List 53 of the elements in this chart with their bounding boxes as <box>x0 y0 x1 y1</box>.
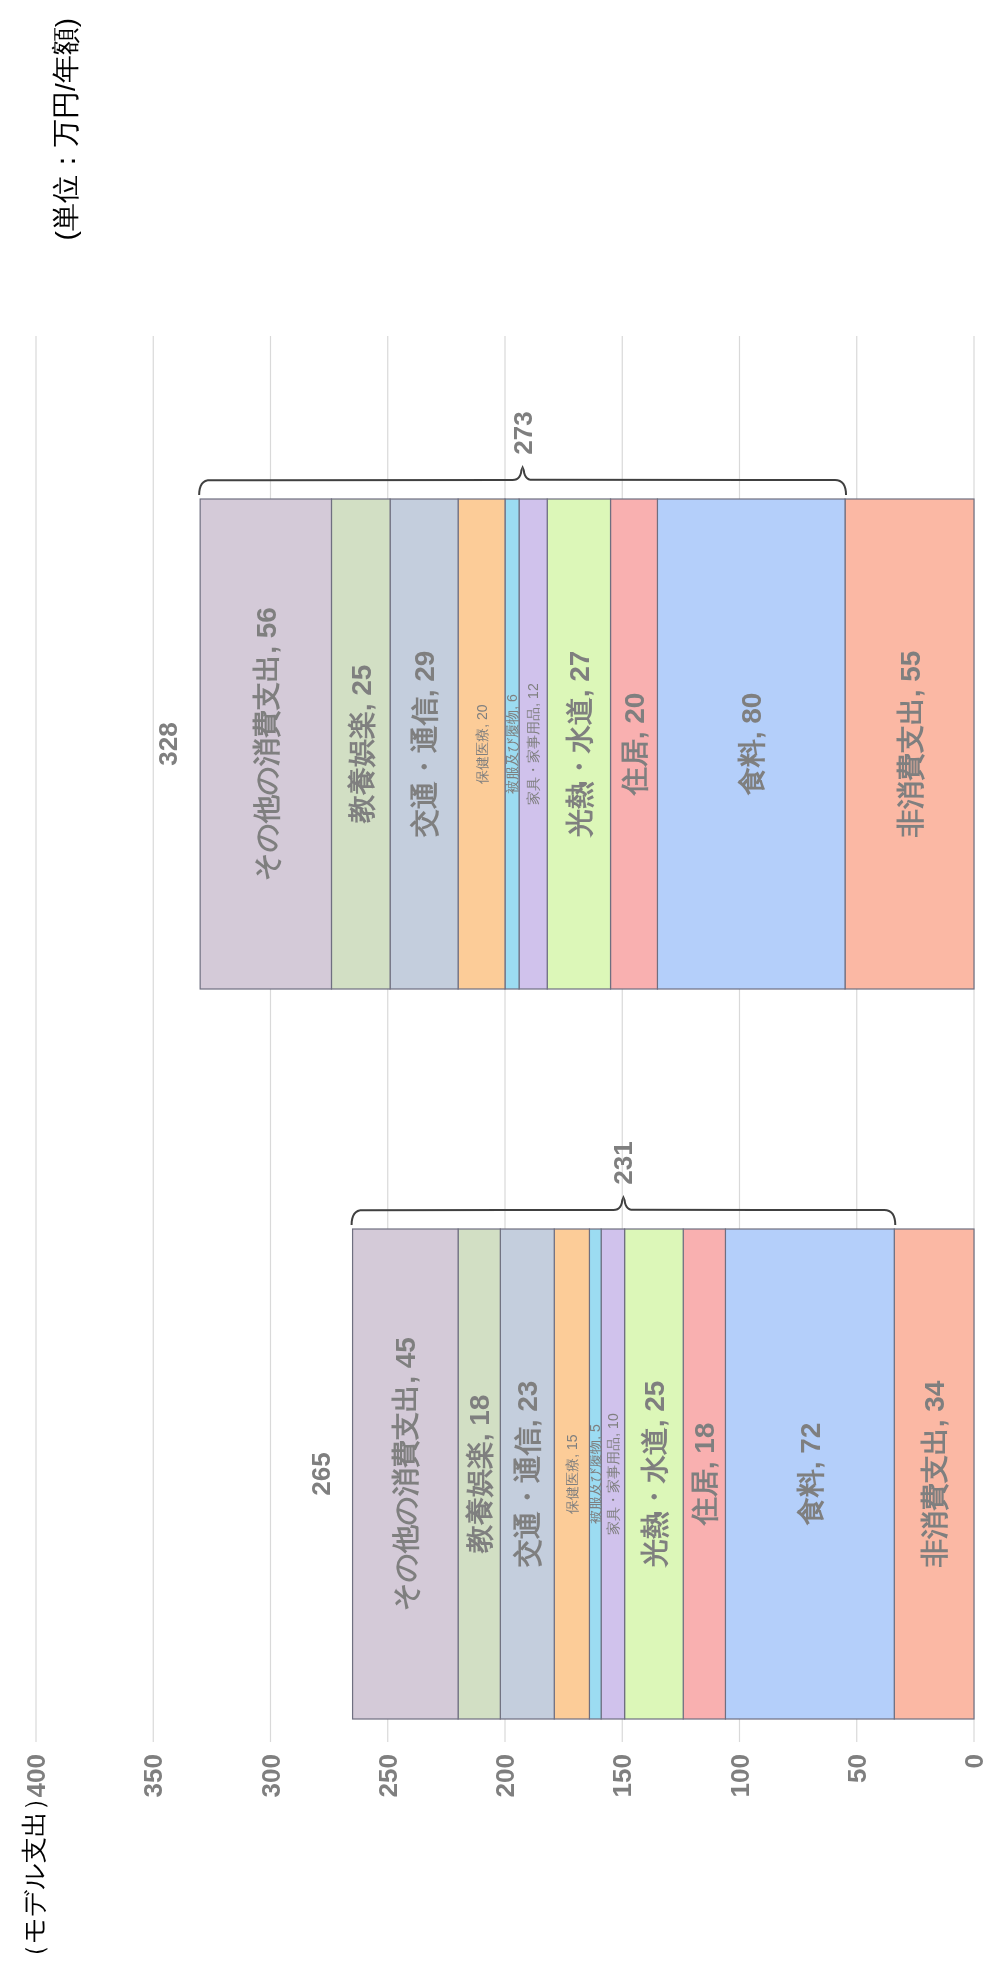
text: 光熱・水道 <box>563 697 595 838</box>
x-tick-label: 50 <box>841 1754 872 1783</box>
text: 家具・家事用品 <box>525 706 542 805</box>
x-tick-label: 100 <box>724 1754 755 1798</box>
total-label: 328 <box>153 722 184 766</box>
annotation: 273 <box>507 411 538 455</box>
data-label: , 12 <box>525 683 542 707</box>
series-label: 非消費支出 <box>918 1427 950 1569</box>
series-label: 食料 <box>794 1469 826 1527</box>
x-tick-label: 400 <box>21 1754 51 1798</box>
x-tick-label: 200 <box>490 1754 520 1798</box>
series-label: 家具・家事用品 <box>604 1436 621 1535</box>
series-label: 被服及び履物 <box>504 709 521 794</box>
data-label: , 55 <box>894 650 926 698</box>
x-tick-label: 0 <box>959 1754 989 1769</box>
data-label: , 45 <box>389 1337 421 1384</box>
text: 非消費支出 <box>894 697 926 838</box>
series-label: 保健医療 <box>563 1457 580 1514</box>
data-label: , 23 <box>511 1380 543 1428</box>
series-label: 光熱・水道 <box>638 1427 670 1570</box>
x-tick-label: 150 <box>607 1754 638 1798</box>
text: その他の消費支出 <box>250 653 282 881</box>
series-label: 交通・通信 <box>511 1427 543 1569</box>
data-label: , 18 <box>688 1422 720 1470</box>
data-label: , 20 <box>473 704 490 728</box>
data-label: , 20 <box>618 692 650 740</box>
text: 交通・通信 <box>408 697 440 838</box>
data-label: , 15 <box>563 1434 580 1458</box>
series-label: 教養娯楽 <box>463 1441 495 1555</box>
text: 住居 <box>618 739 650 796</box>
data-label: , 5 <box>587 1424 604 1440</box>
series-label: その他の消費支出 <box>389 1383 421 1611</box>
data-label: , 25 <box>345 664 377 712</box>
data-label: , 29 <box>408 650 440 698</box>
data-label: , 80 <box>735 692 767 740</box>
data-label: , 6 <box>504 694 521 710</box>
annotation: 231 <box>608 1141 639 1185</box>
text: 保健医療 <box>473 727 490 784</box>
data-label: , 25 <box>638 1380 670 1428</box>
data-label: , 27 <box>563 650 595 698</box>
data-label: , 34 <box>918 1380 950 1428</box>
series-label: 住居 <box>688 1469 720 1528</box>
data-label: , 72 <box>794 1422 826 1470</box>
data-label: , 10 <box>604 1413 621 1437</box>
data-label: , 18 <box>463 1394 495 1442</box>
total-label: 265 <box>305 1452 336 1496</box>
text: 教養娯楽 <box>345 711 377 824</box>
text: (単位：万円/年額) <box>49 18 81 241</box>
x-tick-label: 350 <box>138 1754 169 1798</box>
x-tick-label: 250 <box>372 1754 403 1798</box>
x-tick-label: 300 <box>255 1754 286 1798</box>
text: 食料 <box>735 739 767 796</box>
data-label: , 56 <box>250 607 282 654</box>
